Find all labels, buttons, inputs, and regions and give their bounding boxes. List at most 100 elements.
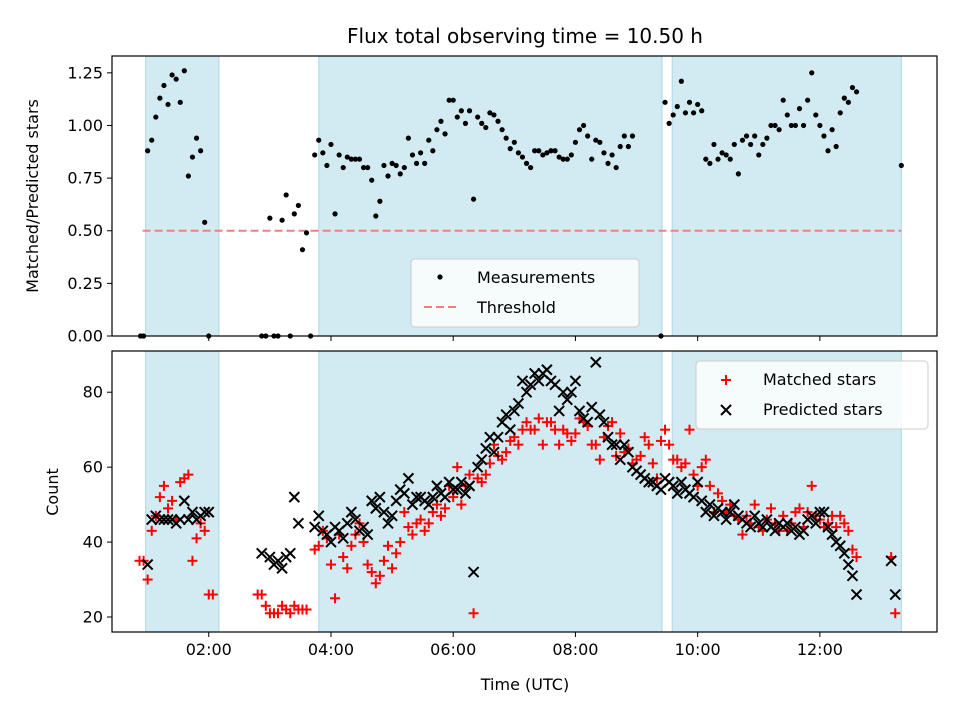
measurement-point	[613, 164, 619, 171]
predicted-star-point	[561, 393, 573, 406]
measurement-point	[426, 137, 432, 143]
matched-star-point	[497, 454, 508, 465]
matched-star-point	[851, 552, 862, 563]
predicted-star-point	[842, 558, 855, 571]
matched-star-point	[890, 608, 901, 619]
measurement-point	[792, 122, 799, 129]
matched-star-point	[183, 469, 194, 480]
predicted-star-point	[357, 521, 370, 533]
predicted-star-point	[675, 476, 688, 488]
matched-star-point	[529, 424, 540, 435]
measurement-point	[193, 135, 200, 141]
matched-star-point	[639, 432, 650, 443]
measurement-point	[743, 133, 750, 139]
matched-star-point	[419, 525, 430, 536]
measurement-point	[784, 112, 790, 118]
measurement-point	[800, 122, 807, 129]
measurement-point	[422, 160, 428, 166]
y-tick-label: 1.00	[67, 116, 103, 135]
predicted-star-point	[557, 386, 569, 398]
legend-predicted-marker	[720, 404, 732, 416]
matched-stars-series	[134, 413, 901, 619]
measurement-point	[153, 114, 159, 120]
predicted-star-point	[520, 386, 533, 398]
chart-title: Flux total observing time = 10.50 h	[347, 24, 703, 48]
predicted-star-point	[203, 506, 215, 518]
top-panel: 0.00 0.25 0.50 0.75 1.00 1.25 Matched/Predict…	[23, 55, 938, 346]
measurement-point	[299, 247, 306, 253]
measurements-series	[137, 68, 904, 339]
measurement-point	[377, 198, 383, 204]
measurement-point	[768, 122, 774, 129]
plot-frame	[111, 350, 938, 633]
measurement-point	[511, 139, 517, 145]
measurement-point	[780, 97, 786, 103]
measurement-point	[597, 139, 603, 145]
matched-star-point	[146, 525, 157, 536]
matched-star-point	[342, 563, 353, 574]
matched-star-point	[590, 439, 601, 450]
matched-star-point	[521, 417, 532, 428]
predicted-star-point	[708, 510, 720, 522]
matched-star-point	[154, 492, 165, 503]
predicted-star-point	[284, 547, 296, 560]
predicted-star-point	[423, 498, 435, 511]
predicted-star-point	[186, 506, 199, 518]
measurement-point	[821, 133, 827, 139]
predicted-star-point	[797, 525, 810, 537]
measurement-point	[369, 177, 375, 183]
legend-matched-marker	[721, 375, 731, 385]
predicted-star-point	[174, 513, 186, 526]
predicted-star-point	[569, 375, 582, 387]
measurement-point	[540, 152, 546, 158]
measurement-point	[393, 162, 399, 169]
measurement-point	[523, 160, 530, 166]
matched-star-point	[566, 435, 577, 446]
x-tick-label: 06:00	[430, 640, 476, 659]
measurement-point	[491, 112, 497, 118]
measurement-point	[173, 76, 179, 82]
predicted-star-point	[528, 367, 541, 380]
predicted-star-point	[386, 510, 398, 522]
measurement-point	[605, 160, 611, 166]
measurement-point	[556, 154, 562, 160]
predicted-star-point	[622, 446, 635, 458]
measurement-point	[707, 160, 713, 166]
predicted-star-point	[618, 438, 631, 451]
measurement-point	[841, 95, 847, 101]
measurement-point	[825, 148, 831, 154]
predicted-star-point	[504, 423, 516, 436]
shaded-interval	[318, 350, 663, 633]
predicted-star-point	[553, 405, 565, 417]
matched-star-point	[806, 480, 817, 491]
matched-star-point	[594, 454, 605, 465]
measurement-point	[528, 164, 534, 171]
measurement-point	[788, 122, 794, 129]
predicted-star-point	[565, 386, 578, 398]
top-axes: 0.00 0.25 0.50 0.75 1.00 1.25	[67, 55, 938, 346]
predicted-star-point	[361, 528, 374, 541]
matched-star-point	[325, 559, 336, 570]
matched-star-point	[207, 589, 218, 600]
predicted-star-point	[846, 570, 859, 582]
shaded-interval	[671, 55, 902, 337]
matched-star-point	[513, 439, 524, 450]
measurement-point	[536, 148, 542, 154]
matched-star-point	[330, 593, 341, 604]
matched-star-point	[191, 533, 202, 544]
x-tick-label: 08:00	[552, 640, 598, 659]
measurement-point	[202, 219, 208, 225]
predicted-star-point	[366, 495, 378, 507]
measurement-point	[454, 114, 460, 120]
matched-star-point	[843, 525, 854, 536]
predicted-star-point	[455, 476, 468, 488]
measurement-point	[625, 143, 631, 150]
predicted-star-point	[810, 517, 822, 530]
legend-box	[695, 360, 929, 430]
predicted-star-point	[467, 566, 480, 578]
matched-star-point	[713, 488, 724, 499]
measurement-point	[434, 127, 440, 133]
measurement-point	[544, 150, 550, 156]
predicted-star-point	[162, 513, 174, 526]
